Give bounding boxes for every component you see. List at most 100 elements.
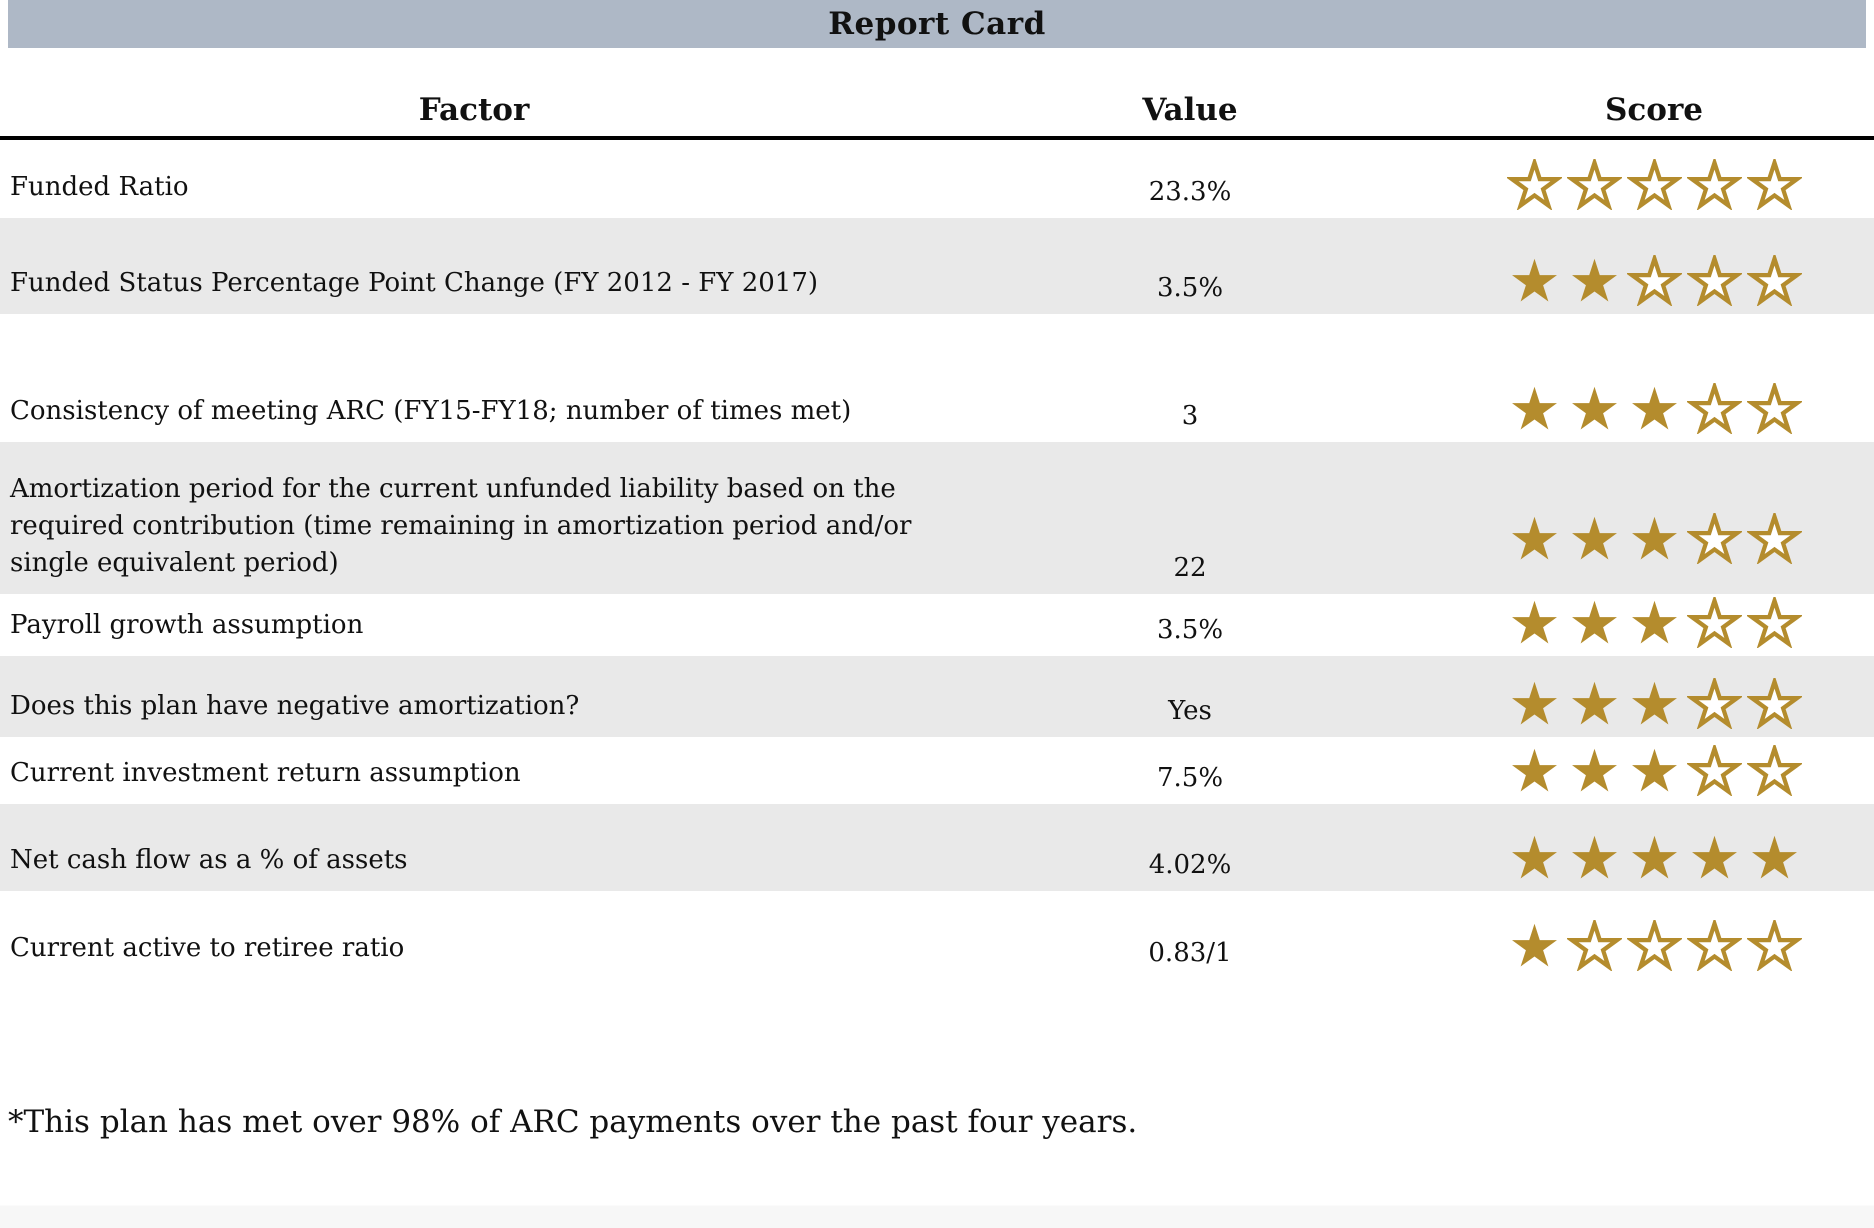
star-empty-icon [1506,159,1562,210]
table-row: Payroll growth assumption 3.5% [0,594,1874,656]
star-rating [1507,383,1802,434]
factor-label: Consistency of meeting ARC (FY15-FY18; n… [10,396,852,426]
score-cell [1370,737,1874,804]
star-filled-icon [1631,835,1677,879]
value-text: 23.3% [1148,177,1232,207]
table-row: Does this plan have negative amortizatio… [0,656,1874,737]
star-rating [1507,920,1802,971]
table-row: Funded Ratio 23.3% [0,144,1874,218]
score-cell [1370,442,1874,594]
value-cell: 7.5% [1010,737,1370,804]
star-filled-icon [1511,386,1557,430]
star-empty-icon [1746,513,1802,564]
factor-label: Payroll growth assumption [10,610,364,640]
column-header-score: Score [1605,92,1703,128]
factor-cell: Does this plan have negative amortizatio… [0,656,1010,737]
star-filled-icon [1511,835,1557,879]
table-row: Amortization period for the current unfu… [0,442,1874,594]
value-text: 3 [1181,401,1199,431]
star-empty-icon [1686,597,1742,648]
factor-cell: Current active to retiree ratio [0,891,1010,979]
star-empty-icon [1746,383,1802,434]
factor-label: Does this plan have negative amortizatio… [10,691,580,721]
star-filled-icon [1631,748,1677,792]
value-text: 22 [1173,553,1207,583]
factor-label: Current investment return assumption [10,758,521,788]
star-empty-icon [1566,920,1622,971]
star-filled-icon [1571,258,1617,302]
star-empty-icon [1746,597,1802,648]
star-empty-icon [1746,255,1802,306]
star-empty-icon [1746,745,1802,796]
page-title: Report Card [828,6,1046,42]
star-empty-icon [1686,159,1742,210]
star-filled-icon [1511,923,1557,967]
star-filled-icon [1631,681,1677,725]
star-filled-icon [1571,835,1617,879]
factor-cell: Current investment return assumption [0,737,1010,804]
value-text: Yes [1168,696,1212,726]
table-row: Current investment return assumption 7.5… [0,737,1874,804]
star-filled-icon [1631,516,1677,560]
star-filled-icon [1751,835,1797,879]
factor-label: Funded Status Percentage Point Change (F… [10,268,819,298]
star-filled-icon [1511,600,1557,644]
value-text: 3.5% [1156,615,1224,645]
star-empty-icon [1626,255,1682,306]
star-empty-icon [1746,920,1802,971]
factor-label: Current active to retiree ratio [10,933,405,963]
star-filled-icon [1511,681,1557,725]
factor-label: Net cash flow as a % of assets [10,845,408,875]
table-row: Current active to retiree ratio 0.83/1 [0,891,1874,979]
star-empty-icon [1626,159,1682,210]
bottom-strip [0,1205,1874,1228]
report-table-body: Funded Ratio 23.3% Funded Status Percent… [0,144,1874,979]
factor-cell: Funded Status Percentage Point Change (F… [0,218,1010,314]
score-cell [1370,218,1874,314]
value-cell: 3 [1010,314,1370,442]
value-text: 4.02% [1148,850,1232,880]
star-filled-icon [1571,600,1617,644]
score-cell [1370,594,1874,656]
factor-cell: Consistency of meeting ARC (FY15-FY18; n… [0,314,1010,442]
star-rating [1507,832,1802,883]
report-title-banner: Report Card [8,0,1866,48]
value-cell: 22 [1010,442,1370,594]
footnote: *This plan has met over 98% of ARC payme… [8,1104,1138,1140]
star-filled-icon [1631,386,1677,430]
factor-label: Amortization period for the current unfu… [10,474,912,578]
score-cell [1370,656,1874,737]
star-empty-icon [1686,745,1742,796]
star-empty-icon [1686,678,1742,729]
table-row: Funded Status Percentage Point Change (F… [0,218,1874,314]
score-cell [1370,804,1874,891]
star-filled-icon [1691,835,1737,879]
star-empty-icon [1746,678,1802,729]
star-filled-icon [1571,681,1617,725]
star-empty-icon [1686,383,1742,434]
table-header-row: Factor Value Score [0,50,1874,140]
factor-cell: Net cash flow as a % of assets [0,804,1010,891]
star-rating [1507,255,1802,306]
star-empty-icon [1686,920,1742,971]
table-row: Net cash flow as a % of assets 4.02% [0,804,1874,891]
star-empty-icon [1566,159,1622,210]
star-filled-icon [1511,258,1557,302]
table-row: Consistency of meeting ARC (FY15-FY18; n… [0,314,1874,442]
factor-cell: Funded Ratio [0,144,1010,218]
score-cell [1370,144,1874,218]
value-cell: 23.3% [1010,144,1370,218]
star-rating [1507,597,1802,648]
star-rating [1507,678,1802,729]
column-header-value: Value [1142,92,1238,128]
value-cell: 3.5% [1010,218,1370,314]
star-empty-icon [1686,513,1742,564]
value-text: 0.83/1 [1148,938,1232,968]
star-filled-icon [1511,516,1557,560]
value-text: 3.5% [1156,273,1224,303]
value-cell: 4.02% [1010,804,1370,891]
star-filled-icon [1571,386,1617,430]
star-filled-icon [1511,748,1557,792]
star-rating [1506,159,1802,210]
